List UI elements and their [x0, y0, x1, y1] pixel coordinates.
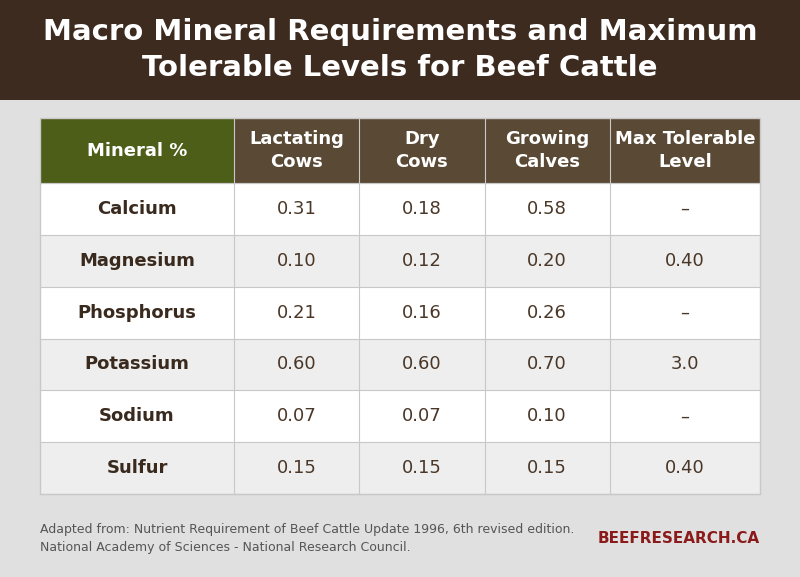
- Text: 0.70: 0.70: [527, 355, 567, 373]
- Text: Sulfur: Sulfur: [106, 459, 168, 477]
- Text: –: –: [680, 304, 690, 321]
- Text: 0.07: 0.07: [277, 407, 317, 425]
- Text: 0.40: 0.40: [665, 459, 705, 477]
- Text: 0.26: 0.26: [527, 304, 567, 321]
- Text: 0.40: 0.40: [665, 252, 705, 270]
- Bar: [359, 118, 485, 183]
- Text: Growing
Calves: Growing Calves: [505, 130, 590, 171]
- Bar: [40, 183, 760, 235]
- Text: Adapted from: Nutrient Requirement of Beef Cattle Update 1996, 6th revised editi: Adapted from: Nutrient Requirement of Be…: [40, 523, 574, 554]
- Text: Magnesium: Magnesium: [79, 252, 195, 270]
- Text: 0.10: 0.10: [277, 252, 317, 270]
- Text: 0.20: 0.20: [527, 252, 567, 270]
- Text: Sodium: Sodium: [99, 407, 175, 425]
- Text: Dry
Cows: Dry Cows: [395, 130, 448, 171]
- Bar: [0, 0, 800, 100]
- Text: 0.31: 0.31: [277, 200, 317, 218]
- Text: –: –: [680, 200, 690, 218]
- Text: Mineral %: Mineral %: [87, 141, 187, 159]
- Text: 0.10: 0.10: [527, 407, 567, 425]
- Text: 0.15: 0.15: [277, 459, 317, 477]
- Text: BEEFRESEARCH.CA: BEEFRESEARCH.CA: [598, 531, 760, 546]
- Text: 0.15: 0.15: [402, 459, 442, 477]
- Text: 0.60: 0.60: [402, 355, 442, 373]
- Bar: [610, 118, 760, 183]
- Bar: [40, 442, 760, 494]
- Bar: [40, 118, 760, 494]
- Text: 0.18: 0.18: [402, 200, 442, 218]
- Text: Max Tolerable
Level: Max Tolerable Level: [614, 130, 755, 171]
- Text: 0.58: 0.58: [527, 200, 567, 218]
- Text: –: –: [680, 407, 690, 425]
- Text: Calcium: Calcium: [98, 200, 177, 218]
- Bar: [234, 118, 359, 183]
- Bar: [40, 118, 234, 183]
- Text: 0.07: 0.07: [402, 407, 442, 425]
- Text: 3.0: 3.0: [670, 355, 699, 373]
- Bar: [40, 390, 760, 442]
- Text: Macro Mineral Requirements and Maximum
Tolerable Levels for Beef Cattle: Macro Mineral Requirements and Maximum T…: [42, 18, 758, 83]
- Bar: [40, 235, 760, 287]
- Text: Phosphorus: Phosphorus: [78, 304, 197, 321]
- Text: 0.12: 0.12: [402, 252, 442, 270]
- Text: Potassium: Potassium: [85, 355, 190, 373]
- Text: 0.21: 0.21: [277, 304, 317, 321]
- Text: 0.15: 0.15: [527, 459, 567, 477]
- Text: 0.60: 0.60: [277, 355, 317, 373]
- Text: 0.16: 0.16: [402, 304, 442, 321]
- Bar: [40, 339, 760, 390]
- Text: Lactating
Cows: Lactating Cows: [250, 130, 344, 171]
- Bar: [40, 118, 760, 494]
- Bar: [40, 287, 760, 339]
- Bar: [485, 118, 610, 183]
